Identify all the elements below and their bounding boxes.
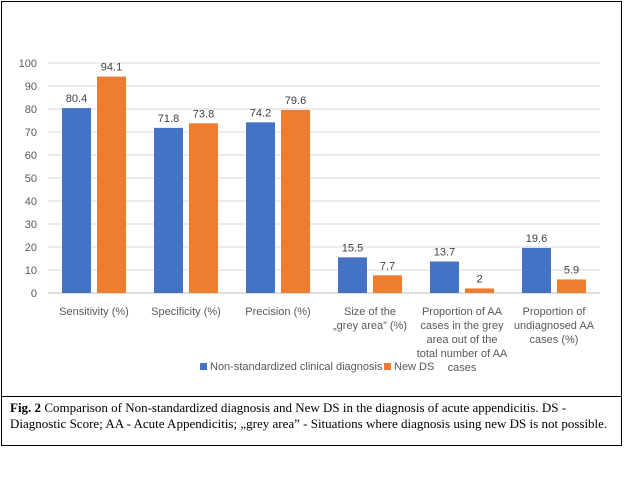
y-tick-label: 90 (25, 81, 37, 93)
x-tick-label: cases (%) (530, 334, 579, 346)
legend-swatch (200, 363, 207, 370)
bar (97, 76, 126, 293)
y-tick-label: 30 (25, 219, 37, 231)
bar (246, 122, 275, 293)
data-label: 94.1 (101, 62, 122, 74)
data-label: 71.8 (158, 113, 179, 125)
y-tick-label: 20 (25, 242, 37, 254)
y-tick-label: 10 (25, 265, 37, 277)
bar-chart: 0 10 20 30 40 50 60 70 80 90 100 80.4 94.1 Sensitivit… (19, 58, 600, 374)
x-tick-label: Proportion of (523, 306, 587, 318)
bar (465, 288, 494, 293)
y-tick-label: 60 (25, 150, 37, 162)
bar (189, 123, 218, 293)
data-label: 15.5 (342, 242, 363, 254)
data-label: 2 (476, 273, 482, 285)
x-tick-label: area out of the (427, 334, 498, 346)
y-tick-label: 70 (25, 127, 37, 139)
x-tick-label: cases (448, 362, 477, 374)
legend-swatch (384, 363, 391, 370)
data-label: 7.7 (380, 260, 395, 272)
y-tick-label: 40 (25, 196, 37, 208)
data-label: 73.8 (193, 108, 214, 120)
x-tick-label: Size of the (344, 306, 396, 318)
bar (281, 109, 310, 293)
bar (557, 279, 586, 293)
bar (430, 261, 459, 293)
x-tick-label: total number of AA (417, 348, 508, 360)
y-tick-label: 100 (19, 58, 37, 70)
x-tick-label: Specificity (%) (151, 306, 221, 318)
x-tick-label: „grey area” (%) (333, 320, 407, 332)
bar (373, 275, 402, 293)
bar (338, 257, 367, 293)
data-label: 80.4 (66, 93, 87, 105)
chart-area: 0 10 20 30 40 50 60 70 80 90 100 80.4 94.1 Sensitivit… (2, 2, 621, 396)
data-label: 19.6 (526, 233, 547, 245)
caption-text: Comparison of Non-standardized diagnosis… (10, 400, 608, 431)
x-tick-label: Proportion of AA (422, 306, 503, 318)
figure-caption: Fig. 2 Comparison of Non-standardized di… (2, 396, 621, 445)
bar (154, 127, 183, 293)
x-tick-label: undiagnosed AA (514, 320, 595, 332)
data-label: 79.6 (285, 95, 306, 107)
y-tick-label: 80 (25, 104, 37, 116)
caption-label: Fig. 2 (10, 400, 42, 415)
figure-frame: 0 10 20 30 40 50 60 70 80 90 100 80.4 94.1 Sensitivit… (1, 1, 622, 446)
data-label: 5.9 (564, 264, 579, 276)
x-tick-label: Precision (%) (245, 306, 310, 318)
bar (522, 247, 551, 293)
legend-label: New DS (394, 361, 434, 373)
data-label: 74.2 (250, 107, 271, 119)
data-label: 13.7 (434, 246, 455, 258)
y-tick-label: 50 (25, 173, 37, 185)
y-tick-label: 0 (31, 288, 37, 300)
bar (62, 108, 91, 293)
x-tick-label: Sensitivity (%) (59, 306, 129, 318)
x-tick-label: cases in the grey (420, 320, 504, 332)
legend-label: Non-standardized clinical diagnosis (210, 361, 383, 373)
